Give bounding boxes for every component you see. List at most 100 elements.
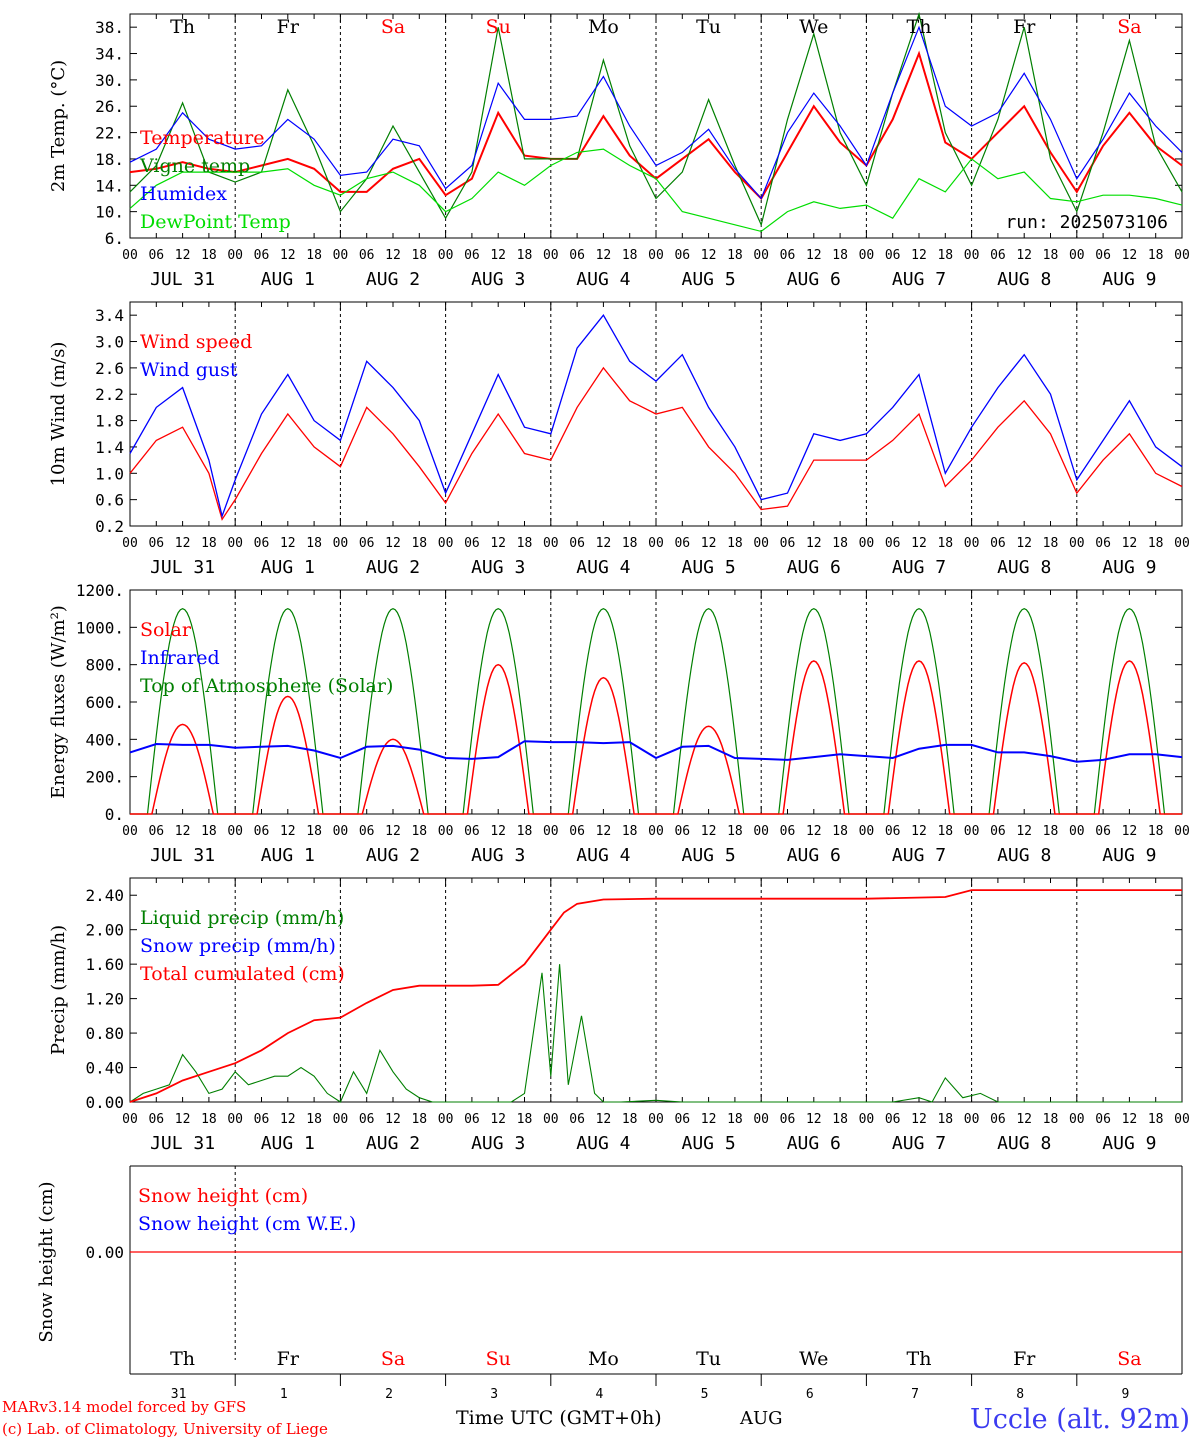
x-hour-label: 12 [701,824,717,839]
lab-credit: (c) Lab. of Climatology, University of L… [2,1420,328,1438]
y-tick-label: 1.4 [95,438,124,457]
y-tick-label: 34. [95,45,124,64]
x-hour-label: 06 [254,824,270,839]
weekday-label: We [799,1348,828,1370]
x-hour-label: 00 [1069,536,1085,551]
x-hour-label: 18 [306,1112,322,1127]
x-hour-label: 18 [201,536,217,551]
legend-entry: Vigne temp [139,155,250,177]
x-hour-label: 18 [937,824,953,839]
x-hour-label: 18 [832,248,848,263]
y-tick-label: 200. [85,768,124,787]
x-hour-label: 06 [990,824,1006,839]
y-tick-label: 1.0 [95,464,124,483]
x-hour-label: 18 [727,1112,743,1127]
x-date-label: AUG 6 [787,557,841,578]
legend-entry: Wind speed [140,331,252,353]
x-hour-label: 00 [543,536,559,551]
x-hour-label: 00 [859,1112,875,1127]
x-hour-label: 00 [648,536,664,551]
x-hour-label: 00 [753,248,769,263]
x-hour-label: 18 [727,248,743,263]
weekday-label: Fr [277,16,300,38]
x-hour-label: 12 [1122,536,1138,551]
x-date-label: AUG 9 [1102,269,1156,290]
x-hour-label: 00 [1069,248,1085,263]
y-tick-label: 0.00 [85,1093,124,1112]
series-line [129,314,1183,519]
x-date-label: AUG 7 [892,557,946,578]
x-hour-label: 00 [438,536,454,551]
x-hour-label: 00 [964,536,980,551]
x-hour-label: 18 [832,824,848,839]
x-hour-label: 18 [411,248,427,263]
x-date-label: AUG 2 [366,557,420,578]
x-hour-label: 18 [517,536,533,551]
x-hour-label: 12 [490,248,506,263]
x-date-label: AUG 7 [892,1133,946,1154]
series-line [129,889,1182,1103]
x-hour-label: 18 [306,536,322,551]
x-hour-label: 06 [1095,1112,1111,1127]
x-hour-label: 18 [1148,536,1164,551]
x-hour-label: 00 [753,536,769,551]
x-hour-label: 18 [306,248,322,263]
x-hour-label: 06 [359,536,375,551]
legend-entry: Solar [140,619,192,641]
x-hour-label: 00 [648,1112,664,1127]
x-hour-label: 12 [175,1112,191,1127]
x-hour-label: 18 [517,824,533,839]
panel-frame-2 [129,589,1183,815]
x-hour-label: 12 [596,248,612,263]
x-hour-label: 06 [885,824,901,839]
x-date-label: JUL 31 [150,557,215,578]
x-hour-label: 06 [569,1112,585,1127]
day-number: 4 [595,1387,603,1402]
x-hour-label: 12 [490,824,506,839]
y-tick-label: 10. [95,203,124,222]
x-hour-label: 12 [280,1112,296,1127]
x-hour-label: 06 [359,1112,375,1127]
x-hour-label: 12 [1016,248,1032,263]
x-hour-label: 12 [806,536,822,551]
x-hour-label: 18 [832,536,848,551]
x-hour-label: 12 [385,536,401,551]
x-hour-label: 12 [1122,1112,1138,1127]
x-date-label: AUG 5 [682,845,736,866]
y-tick-label: 2.00 [85,921,124,940]
day-number: 3 [490,1387,498,1402]
x-date-label: AUG 1 [261,1133,315,1154]
x-hour-label: 06 [674,536,690,551]
x-hour-label: 06 [569,248,585,263]
x-hour-label: 18 [1043,536,1059,551]
y-tick-label: 14. [95,176,124,195]
x-hour-label: 00 [122,248,138,263]
x-hour-label: 12 [175,536,191,551]
day-number: 1 [280,1387,288,1402]
x-hour-label: 00 [648,248,664,263]
day-number: 31 [171,1387,187,1402]
x-hour-label: 06 [359,248,375,263]
x-hour-label: 06 [780,824,796,839]
x-hour-label: 00 [648,824,664,839]
day-number: 2 [385,1387,393,1402]
x-date-label: AUG 2 [366,269,420,290]
x-hour-label: 06 [674,824,690,839]
x-hour-label: 00 [438,248,454,263]
x-hour-label: 12 [701,1112,717,1127]
x-hour-label: 06 [780,536,796,551]
run-label: run: 2025073106 [1005,212,1168,233]
y-tick-label: 3.0 [95,333,124,352]
x-hour-label: 00 [964,824,980,839]
weekday-label: Th [907,16,932,38]
x-hour-label: 06 [885,248,901,263]
legend-entry: Infrared [140,647,220,669]
x-hour-label: 00 [227,1112,243,1127]
y-tick-label: 30. [95,71,124,90]
x-hour-label: 18 [201,1112,217,1127]
x-hour-label: 00 [227,536,243,551]
x-hour-label: 06 [990,536,1006,551]
weekday-label: Sa [1117,1348,1141,1370]
